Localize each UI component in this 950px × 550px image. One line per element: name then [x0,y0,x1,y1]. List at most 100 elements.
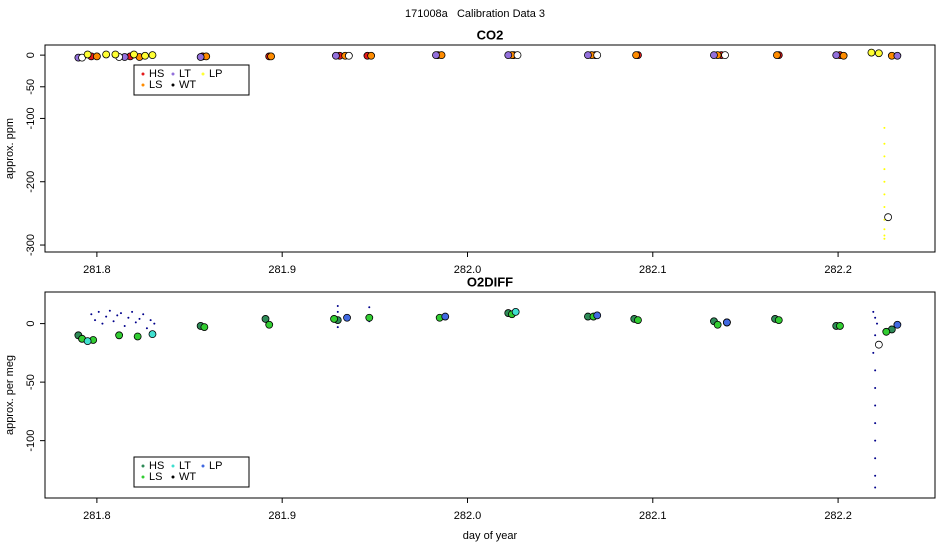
raw-point [142,313,145,316]
mean-point [261,315,270,323]
mean-point [141,51,149,60]
legend-label: LP [209,460,222,472]
legend-marker [171,464,175,468]
raw-point [883,193,886,196]
mean-point [593,51,602,60]
mean-point [504,51,513,60]
raw-point [874,439,877,442]
raw-point [336,310,339,313]
raw-point [872,351,875,354]
mean-point [330,315,338,323]
legend-label: WT [179,471,196,483]
x-tick-label: 281.9 [268,264,296,276]
legend-label: LT [179,460,191,472]
x-tick-label: 281.8 [83,510,111,522]
x-tick-label: 281.9 [268,510,296,522]
y-axis-label: approx. ppm [4,118,16,179]
legend-marker [141,72,145,76]
y-tick-label: -200 [25,171,37,193]
raw-point [90,313,93,316]
legend-label: HS [149,460,164,472]
raw-point [874,457,877,460]
raw-point [116,314,119,317]
mean-point [874,340,883,349]
mean-point [713,320,722,329]
mean-point [111,50,120,59]
raw-point [145,327,148,330]
legend-label: LS [149,471,162,483]
mean-point [133,332,142,341]
raw-point [883,237,886,240]
raw-point [149,319,152,322]
mean-point [92,52,101,61]
legend-marker [141,475,145,479]
raw-point [883,155,886,158]
raw-point [368,306,371,309]
mean-point [839,51,848,60]
raw-point [123,324,126,327]
raw-point [336,305,339,308]
mean-point [632,51,641,60]
mean-point [832,51,841,60]
mean-point [83,50,92,59]
legend-marker [171,475,175,479]
legend-label: LP [209,68,222,80]
raw-point [138,317,141,320]
raw-point [872,310,875,313]
x-tick-label: 282.1 [639,264,667,276]
raw-point [883,168,886,171]
legend-marker [171,83,175,87]
mean-point [343,313,351,322]
raw-point [874,486,877,489]
mean-point [267,52,275,61]
raw-point [883,142,886,145]
raw-point [112,320,115,323]
mean-point [773,51,781,60]
raw-point [97,310,100,313]
mean-point [882,327,891,336]
x-tick-label: 282.0 [454,510,482,522]
mean-point [884,213,893,222]
plot-frame [44,291,936,499]
raw-point [874,474,877,477]
raw-point [874,386,877,389]
mean-point [115,331,124,340]
mean-point [634,316,642,324]
mean-point [148,330,157,339]
y-tick-label: 0 [25,321,37,327]
mean-point [511,307,520,316]
legend-label: LT [179,68,191,80]
raw-point [874,369,877,372]
mean-point [367,51,376,60]
mean-point [365,313,374,322]
y-tick-label: -100 [25,107,37,129]
mean-point [893,51,902,60]
legend-marker [141,464,145,468]
x-tick-label: 282.1 [639,510,667,522]
mean-point [432,51,440,60]
legend-label: HS [149,68,164,80]
mean-point [265,320,274,329]
mean-point [774,316,783,324]
raw-point [883,206,886,209]
mean-point [836,322,844,330]
legend-marker [201,72,205,76]
legend-box [133,456,250,488]
raw-point [127,316,130,319]
x-axis-label: day of year [463,530,518,542]
legend-marker [201,464,205,468]
raw-point [134,321,137,324]
mean-point [83,337,92,346]
raw-point [131,310,134,313]
x-tick-label: 281.8 [83,264,111,276]
y-tick-label: -50 [25,374,37,390]
y-tick-label: -100 [25,430,37,452]
legend-label: LS [149,79,162,91]
raw-point [101,322,104,325]
y-tick-label: -300 [25,234,37,256]
mean-point [867,48,876,57]
mean-point [200,323,209,332]
page-title: 171008a Calibration Data 3 [405,8,545,20]
x-tick-label: 282.2 [824,264,852,276]
